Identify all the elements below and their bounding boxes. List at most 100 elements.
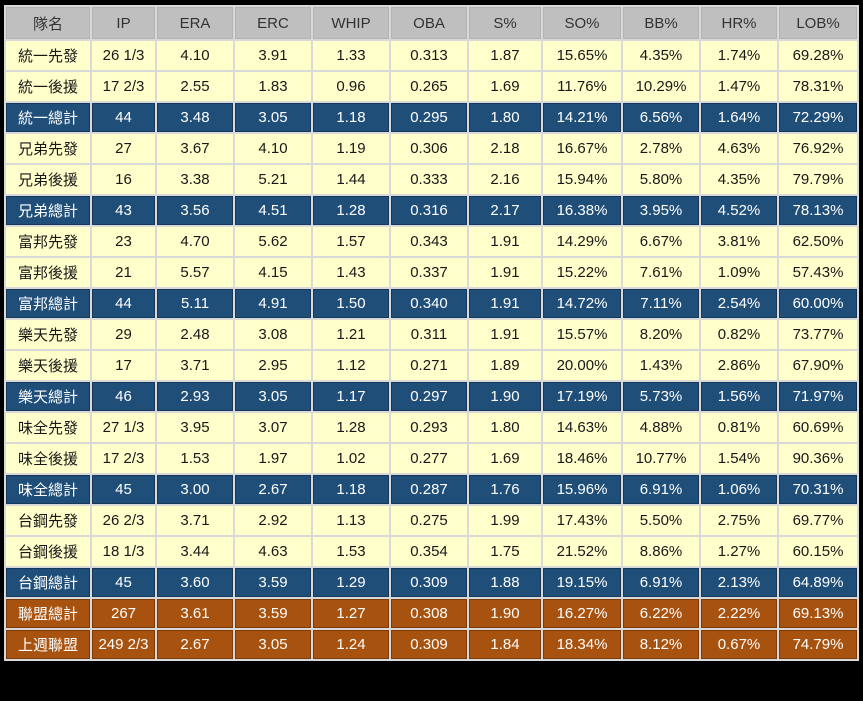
- stat-cell: 0.309: [391, 568, 467, 597]
- stat-cell: 78.13%: [779, 196, 857, 225]
- stat-cell: 60.00%: [779, 289, 857, 318]
- stat-cell: 3.67: [157, 134, 233, 163]
- stat-cell: 0.297: [391, 382, 467, 411]
- stat-cell: 4.91: [235, 289, 311, 318]
- stat-cell: 2.18: [469, 134, 541, 163]
- stat-cell: 1.69: [469, 72, 541, 101]
- team-name-cell: 味全後援: [6, 444, 90, 473]
- column-header: WHIP: [313, 7, 389, 39]
- stat-cell: 1.99: [469, 506, 541, 535]
- stat-cell: 4.63: [235, 537, 311, 566]
- stat-cell: 3.91: [235, 41, 311, 70]
- team-total-row: 富邦總計 44 5.11 4.91 1.50 0.340 1.91 14.72% 7.11% 2.…: [6, 289, 857, 318]
- stat-cell: 1.91: [469, 258, 541, 287]
- team-name-cell: 富邦總計: [6, 289, 90, 318]
- stat-cell: 2.22%: [701, 599, 777, 628]
- stat-cell: 1.50: [313, 289, 389, 318]
- stat-cell: 57.43%: [779, 258, 857, 287]
- stat-cell: 0.333: [391, 165, 467, 194]
- team-name-cell: 台鋼總計: [6, 568, 90, 597]
- stat-cell: 4.35%: [623, 41, 699, 70]
- stat-cell: 27 1/3: [92, 413, 155, 442]
- team-column-header: 隊名: [6, 7, 90, 39]
- stat-cell: 249 2/3: [92, 630, 155, 659]
- team-name-cell: 味全總計: [6, 475, 90, 504]
- team-name-cell: 統一總計: [6, 103, 90, 132]
- stat-cell: 2.55: [157, 72, 233, 101]
- stat-cell: 0.277: [391, 444, 467, 473]
- team-split-row: 味全先發 27 1/3 3.95 3.07 1.28 0.293 1.80 14.63% 4.8…: [6, 413, 857, 442]
- stat-cell: 69.77%: [779, 506, 857, 535]
- stat-cell: 1.56%: [701, 382, 777, 411]
- stat-cell: 3.95: [157, 413, 233, 442]
- stat-cell: 60.69%: [779, 413, 857, 442]
- stat-cell: 26 1/3: [92, 41, 155, 70]
- stat-cell: 64.89%: [779, 568, 857, 597]
- stat-cell: 0.275: [391, 506, 467, 535]
- stat-cell: 5.73%: [623, 382, 699, 411]
- stat-cell: 6.22%: [623, 599, 699, 628]
- stat-cell: 1.90: [469, 382, 541, 411]
- column-header: HR%: [701, 7, 777, 39]
- stat-cell: 8.20%: [623, 320, 699, 349]
- stat-cell: 4.70: [157, 227, 233, 256]
- team-name-cell: 統一後援: [6, 72, 90, 101]
- stat-cell: 8.86%: [623, 537, 699, 566]
- table-body: 統一先發 26 1/3 4.10 3.91 1.33 0.313 1.87 15.65% 4.3…: [6, 41, 857, 659]
- stat-cell: 0.265: [391, 72, 467, 101]
- stat-cell: 23: [92, 227, 155, 256]
- stat-cell: 45: [92, 475, 155, 504]
- stat-cell: 0.343: [391, 227, 467, 256]
- team-name-cell: 台鋼先發: [6, 506, 90, 535]
- team-name-cell: 兄弟先發: [6, 134, 90, 163]
- stat-cell: 0.82%: [701, 320, 777, 349]
- stat-cell: 1.19: [313, 134, 389, 163]
- stat-cell: 3.61: [157, 599, 233, 628]
- stat-cell: 1.53: [157, 444, 233, 473]
- stat-cell: 78.31%: [779, 72, 857, 101]
- stat-cell: 1.91: [469, 289, 541, 318]
- team-name-cell: 上週聯盟: [6, 630, 90, 659]
- stat-cell: 19.15%: [543, 568, 621, 597]
- stat-cell: 3.05: [235, 382, 311, 411]
- stat-cell: 73.77%: [779, 320, 857, 349]
- stat-cell: 14.21%: [543, 103, 621, 132]
- column-header: IP: [92, 7, 155, 39]
- team-name-cell: 樂天後援: [6, 351, 90, 380]
- stat-cell: 90.36%: [779, 444, 857, 473]
- stat-cell: 0.96: [313, 72, 389, 101]
- stat-cell: 3.44: [157, 537, 233, 566]
- stat-cell: 29: [92, 320, 155, 349]
- stat-cell: 1.91: [469, 320, 541, 349]
- stat-cell: 26 2/3: [92, 506, 155, 535]
- stat-cell: 2.17: [469, 196, 541, 225]
- stat-cell: 71.97%: [779, 382, 857, 411]
- team-total-row: 台鋼總計 45 3.60 3.59 1.29 0.309 1.88 19.15% 6.91% 2.…: [6, 568, 857, 597]
- stat-cell: 4.10: [157, 41, 233, 70]
- stat-cell: 10.77%: [623, 444, 699, 473]
- stat-cell: 4.15: [235, 258, 311, 287]
- team-name-cell: 樂天先發: [6, 320, 90, 349]
- stat-cell: 0.309: [391, 630, 467, 659]
- stat-cell: 1.12: [313, 351, 389, 380]
- stat-cell: 1.89: [469, 351, 541, 380]
- stat-cell: 0.271: [391, 351, 467, 380]
- stat-cell: 0.287: [391, 475, 467, 504]
- stat-cell: 18.34%: [543, 630, 621, 659]
- stat-cell: 17: [92, 351, 155, 380]
- stat-cell: 1.29: [313, 568, 389, 597]
- stat-cell: 1.02: [313, 444, 389, 473]
- stat-cell: 1.90: [469, 599, 541, 628]
- column-header: LOB%: [779, 7, 857, 39]
- stat-cell: 1.17: [313, 382, 389, 411]
- stat-cell: 69.28%: [779, 41, 857, 70]
- stat-cell: 1.09%: [701, 258, 777, 287]
- team-name-cell: 樂天總計: [6, 382, 90, 411]
- stat-cell: 1.44: [313, 165, 389, 194]
- stat-cell: 3.00: [157, 475, 233, 504]
- stat-cell: 3.59: [235, 568, 311, 597]
- stat-cell: 16: [92, 165, 155, 194]
- stat-cell: 21.52%: [543, 537, 621, 566]
- stat-cell: 1.43%: [623, 351, 699, 380]
- stat-cell: 16.27%: [543, 599, 621, 628]
